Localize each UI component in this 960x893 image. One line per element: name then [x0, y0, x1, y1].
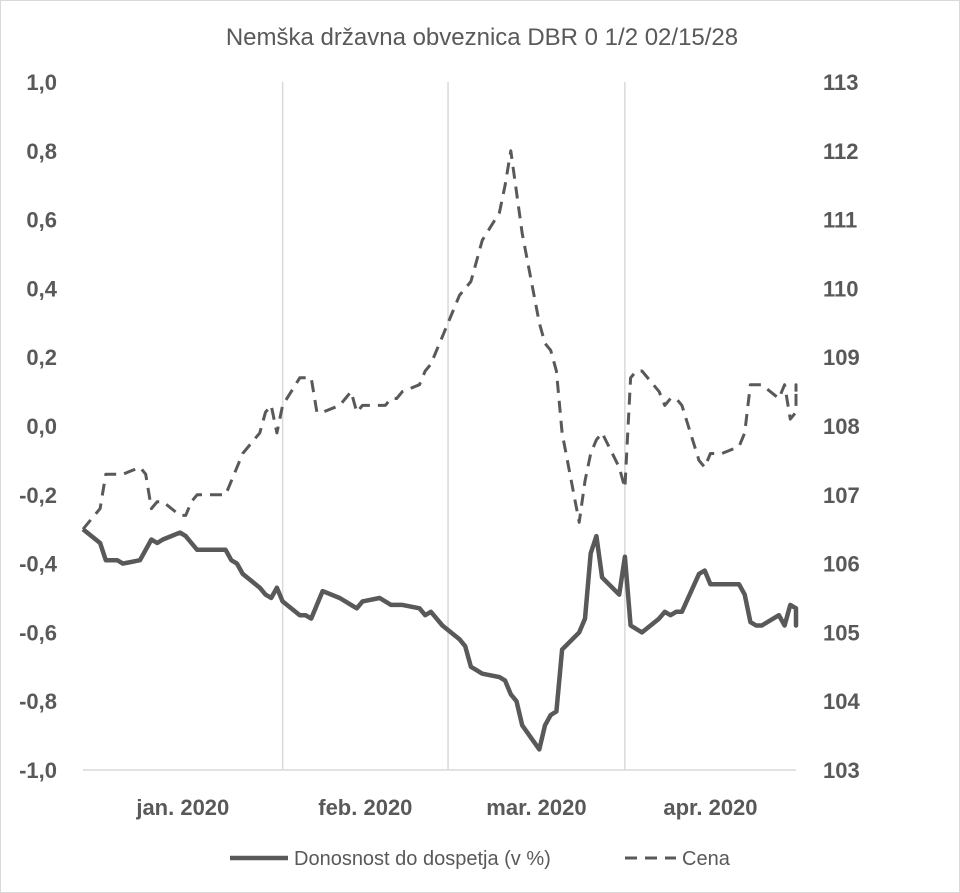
legend-label-0: Donosnost do dospetja (v %)	[294, 848, 551, 870]
left-tick-label: -0,6	[19, 620, 57, 645]
left-tick-label: 1,0	[26, 70, 57, 95]
right-tick-label: 108	[823, 414, 860, 439]
x-tick-label: apr. 2020	[663, 795, 757, 820]
right-tick-label: 111	[823, 208, 857, 233]
right-tick-label: 105	[823, 620, 860, 645]
legend: Donosnost do dospetja (v %) Cena	[230, 848, 731, 870]
month-gridlines	[281, 82, 626, 770]
x-axis-tick-labels: jan. 2020 feb. 2020 mar. 2020 apr. 2020	[135, 795, 757, 820]
left-tick-label: 0,2	[26, 345, 57, 370]
series-lines	[81, 149, 799, 752]
legend-label-1: Cena	[682, 848, 731, 870]
left-tick-label: -1,0	[19, 758, 57, 783]
left-tick-label: -0,2	[19, 483, 57, 508]
left-tick-label: -0,4	[19, 552, 58, 577]
right-tick-label: 110	[823, 276, 859, 301]
x-tick-label: feb. 2020	[318, 795, 412, 820]
left-tick-label: 0,0	[26, 414, 57, 439]
left-tick-label: 0,6	[26, 208, 57, 233]
series-line-donosnost	[81, 527, 799, 752]
left-tick-label: 0,4	[26, 276, 57, 301]
x-tick-label: mar. 2020	[486, 795, 586, 820]
chart-title: Nemška državna obveznica DBR 0 1/2 02/15…	[226, 24, 738, 51]
left-axis-tick-labels: 1,0 0,8 0,6 0,4 0,2 0,0 -0,2 -0,4 -0,6 -0,8 -1,0	[19, 70, 58, 783]
left-tick-label: -0,8	[19, 689, 57, 714]
right-tick-label: 109	[823, 345, 860, 370]
series-line-cena	[81, 149, 798, 531]
left-tick-label: 0,8	[26, 139, 57, 164]
right-tick-label: 106	[823, 552, 860, 577]
right-tick-label: 113	[823, 70, 859, 95]
right-tick-label: 107	[823, 483, 860, 508]
right-axis-tick-labels: 113 112 111 110 109 108 107 106 105 104 103	[823, 70, 860, 783]
right-tick-label: 104	[823, 689, 860, 714]
x-tick-label: jan. 2020	[135, 795, 229, 820]
right-tick-label: 112	[823, 139, 859, 164]
right-tick-label: 103	[823, 758, 860, 783]
